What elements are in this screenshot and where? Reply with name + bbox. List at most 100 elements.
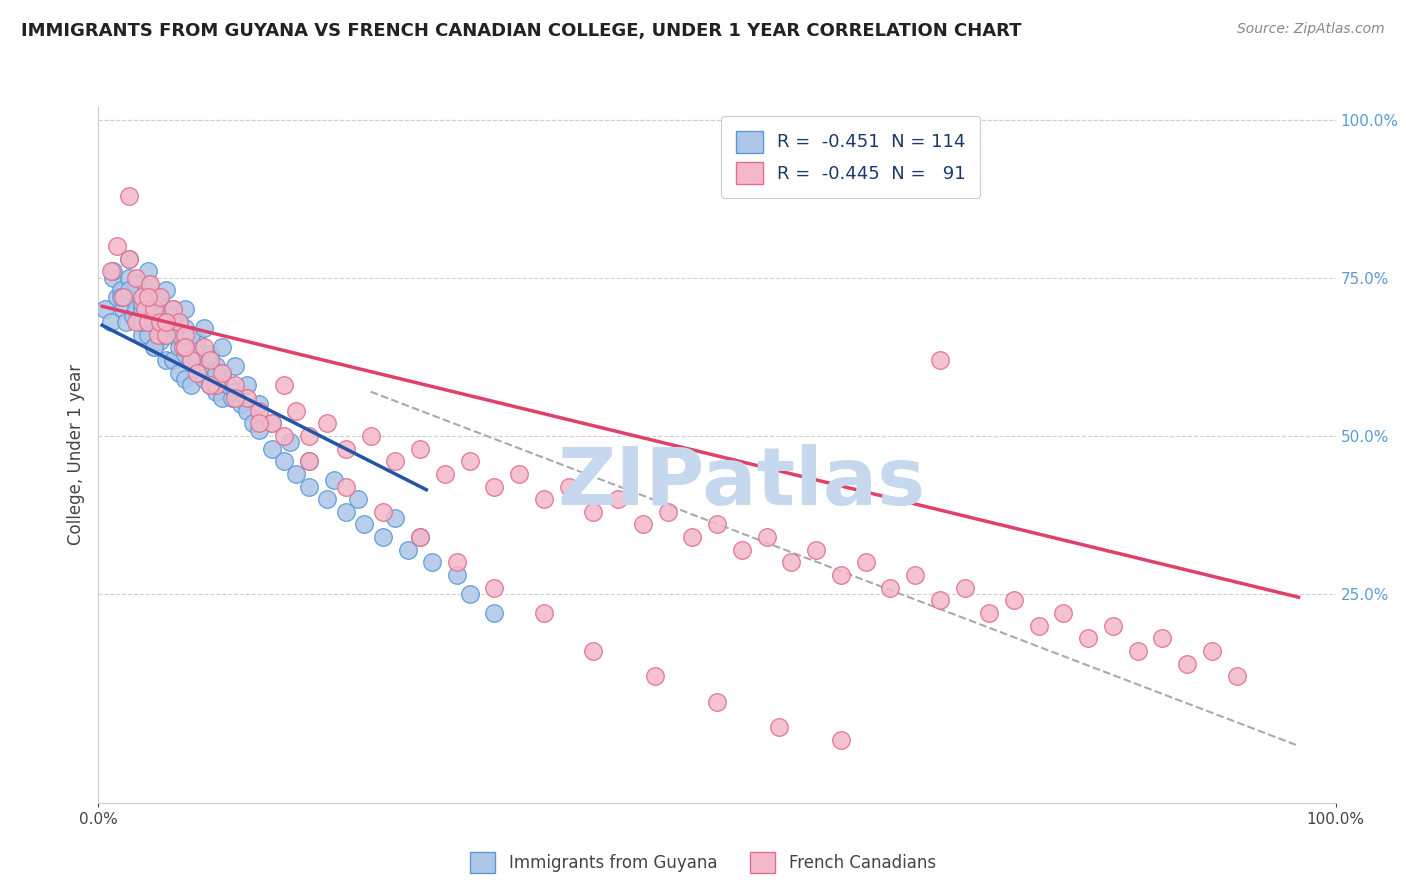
Point [159, 315, 181, 329]
Point [131, 284, 153, 298]
Point [136, 315, 159, 329]
Point [124, 277, 146, 292]
Point [211, 340, 233, 354]
Point [247, 397, 270, 411]
Point [167, 315, 190, 329]
Point [1002, 593, 1025, 607]
Point [198, 378, 221, 392]
Point [236, 391, 259, 405]
Point [172, 327, 194, 342]
Point [180, 353, 202, 368]
Point [607, 492, 630, 507]
Point [131, 315, 153, 329]
Point [110, 290, 132, 304]
Point [1152, 632, 1174, 646]
Point [143, 290, 166, 304]
Point [953, 581, 976, 595]
Point [855, 556, 877, 570]
Point [195, 359, 218, 374]
Point [174, 372, 197, 386]
Point [371, 530, 394, 544]
Point [155, 315, 177, 329]
Point [322, 473, 344, 487]
Point [155, 302, 177, 317]
Point [1052, 606, 1074, 620]
Text: IMMIGRANTS FROM GUYANA VS FRENCH CANADIAN COLLEGE, UNDER 1 YEAR CORRELATION CHAR: IMMIGRANTS FROM GUYANA VS FRENCH CANADIA… [21, 22, 1022, 40]
Point [155, 353, 177, 368]
Point [180, 327, 202, 342]
Point [1175, 657, 1198, 671]
Point [146, 302, 169, 317]
Point [136, 302, 159, 317]
Point [93, 302, 115, 317]
Point [224, 378, 246, 392]
Point [118, 290, 141, 304]
Point [188, 347, 211, 361]
Point [780, 556, 803, 570]
Point [706, 517, 728, 532]
Point [396, 542, 419, 557]
Point [221, 391, 243, 405]
Point [186, 334, 208, 348]
Text: ZIPatlas: ZIPatlas [558, 443, 927, 522]
Point [100, 264, 122, 278]
Point [105, 290, 128, 304]
Point [143, 290, 166, 304]
Point [582, 644, 605, 658]
Point [273, 429, 295, 443]
Point [165, 321, 187, 335]
Point [193, 340, 215, 354]
Point [904, 568, 927, 582]
Point [484, 479, 506, 493]
Point [162, 309, 184, 323]
Point [136, 290, 159, 304]
Point [198, 378, 221, 392]
Point [830, 568, 852, 582]
Point [335, 505, 357, 519]
Point [186, 359, 208, 374]
Point [193, 321, 215, 335]
Point [127, 315, 149, 329]
Point [433, 467, 456, 481]
Point [139, 296, 162, 310]
Point [298, 454, 321, 468]
Point [131, 302, 153, 317]
Point [879, 581, 901, 595]
Point [198, 353, 221, 368]
Point [533, 492, 555, 507]
Point [100, 315, 122, 329]
Point [193, 347, 215, 361]
Point [285, 467, 308, 481]
Point [143, 315, 166, 329]
Point [484, 606, 506, 620]
Point [118, 252, 141, 266]
Point [103, 264, 125, 278]
Point [384, 454, 406, 468]
Point [335, 479, 357, 493]
Point [458, 454, 481, 468]
Point [384, 511, 406, 525]
Point [149, 315, 172, 329]
Point [155, 284, 177, 298]
Point [118, 188, 141, 202]
Point [533, 606, 555, 620]
Point [247, 403, 270, 417]
Point [139, 277, 162, 292]
Point [149, 309, 172, 323]
Point [149, 315, 172, 329]
Point [143, 340, 166, 354]
Legend: R =  -0.451  N = 114, R =  -0.445  N =   91: R = -0.451 N = 114, R = -0.445 N = 91 [721, 116, 980, 198]
Point [155, 327, 177, 342]
Point [180, 378, 202, 392]
Point [105, 239, 128, 253]
Point [131, 290, 153, 304]
Point [285, 403, 308, 417]
Point [768, 720, 790, 734]
Point [260, 417, 283, 431]
Point [174, 327, 197, 342]
Point [557, 479, 579, 493]
Point [446, 556, 468, 570]
Point [176, 334, 198, 348]
Point [278, 435, 301, 450]
Point [211, 391, 233, 405]
